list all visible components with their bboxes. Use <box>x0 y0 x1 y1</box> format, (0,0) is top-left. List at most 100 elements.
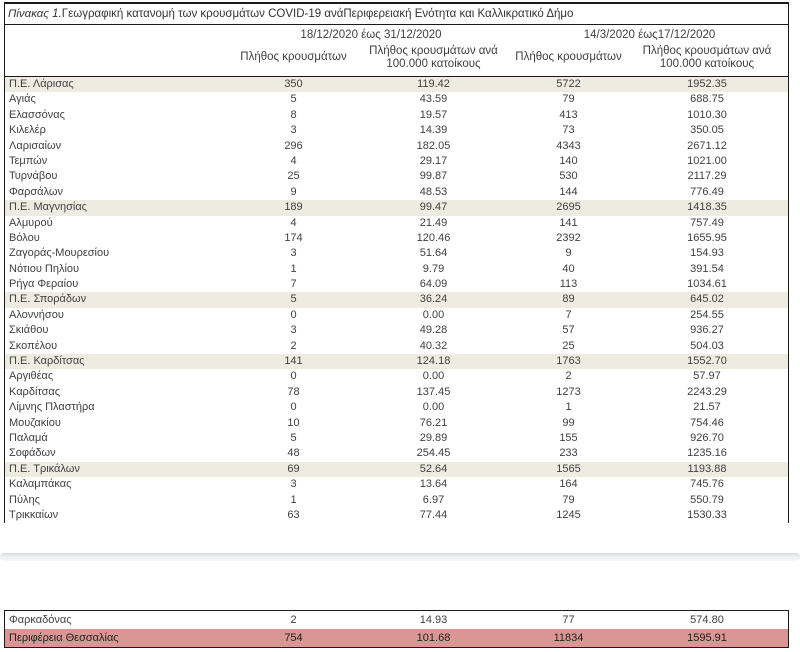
cases-period-2-cell: 530 <box>559 170 578 183</box>
per100k-period-1-cell: 182.05 <box>416 139 451 152</box>
area-name-cell: Σκοπέλου <box>9 339 58 352</box>
cases-period-2-cell: 89 <box>562 293 575 306</box>
cases-period-1-cell: 25 <box>287 170 300 183</box>
municipality-row: Φαρκαδόνας 2 14.93 77 574.80 <box>5 611 788 629</box>
municipality-row: Σκιάθου 3 49.28 57 936.27 <box>5 323 788 338</box>
cases-period-2-cell: 1245 <box>556 508 581 521</box>
cases-period-2-cell: 99 <box>562 416 575 429</box>
cases-period-1-cell: 10 <box>287 416 300 429</box>
cases-period-2-cell: 9 <box>565 247 572 260</box>
area-name-cell: Νότιου Πηλίου <box>9 262 80 275</box>
subcolumn-header-row: Πλήθος κρουσμάτων Πλήθος κρουσμάτων ανά … <box>5 41 788 77</box>
cases-period-2-cell: 1273 <box>556 385 581 398</box>
cases-period-1-cell: 78 <box>287 385 300 398</box>
cases-period-2-cell: 1763 <box>556 355 581 368</box>
cases-period-2-cell: 155 <box>559 431 578 444</box>
table-title-text: Γεωγραφική κατανομή των κρουσμάτων COVID… <box>61 8 574 20</box>
cases-period-1-cell: 0 <box>290 370 297 383</box>
per100k-period-1-cell: 0.00 <box>422 370 445 383</box>
per100k-period-2-cell: 926.70 <box>690 431 724 444</box>
municipality-row: Φαρσάλων 9 48.53 144 776.49 <box>5 185 788 200</box>
area-name-cell: Καρδίτσας <box>9 385 61 398</box>
period-header-spacer <box>5 29 231 41</box>
per100k-period-2-cell: 154.93 <box>690 247 724 260</box>
column-header-per100k-period-1: Πλήθος κρουσμάτων ανά 100.000 κατοίκους <box>369 44 498 71</box>
per100k-period-1-cell: 19.57 <box>419 108 448 121</box>
cases-period-1-cell: 296 <box>284 139 303 152</box>
cases-period-1-cell: 48 <box>287 447 300 460</box>
per100k-period-2-cell: 391.54 <box>690 262 724 275</box>
area-name-cell: Αγιάς <box>9 93 36 106</box>
per100k-period-2-cell: 1010.30 <box>687 108 727 121</box>
per100k-period-1-cell: 14.93 <box>419 614 448 626</box>
per100k-period-1-cell: 6.97 <box>422 493 445 506</box>
municipality-row: Τυρνάβου 25 99.87 530 2117.29 <box>5 169 788 184</box>
municipality-row: Λίμνης Πλαστήρα 0 0.00 1 21.57 <box>5 400 788 415</box>
cases-period-1-cell: 69 <box>287 462 300 475</box>
cases-period-2-cell: 1565 <box>556 462 581 475</box>
municipality-row: Τρικκαίων 63 77.44 1245 1530.33 <box>5 508 788 523</box>
table-title: Πίνακας 1.Γεωγραφική κατανομή των κρουσμ… <box>5 4 788 25</box>
per100k-period-2-cell: 1530.33 <box>687 508 727 521</box>
cases-period-2-cell: 413 <box>559 108 578 121</box>
area-name-cell: Αργιθέας <box>9 370 54 383</box>
area-name-cell: Πύλης <box>9 493 40 506</box>
per100k-period-2-cell: 757.49 <box>690 216 724 229</box>
column-header-cases-period-1: Πλήθος κρουσμάτων <box>240 51 347 64</box>
cases-period-2-cell: 144 <box>559 185 578 198</box>
cases-period-2-cell: 25 <box>562 339 575 352</box>
cases-period-1-cell: 3 <box>290 324 297 337</box>
per100k-period-2-cell: 1595.91 <box>687 632 727 644</box>
municipality-row: Καρδίτσας 78 137.45 1273 2243.29 <box>5 385 788 400</box>
area-name-cell: Λαρισαίων <box>9 139 62 152</box>
per100k-period-2-cell: 1418.35 <box>687 201 727 214</box>
cases-period-2-cell: 141 <box>559 216 578 229</box>
area-name-cell: Κιλελέρ <box>9 124 46 137</box>
area-name-cell: Φαρσάλων <box>9 185 63 198</box>
area-name-cell: Μουζακίου <box>9 416 61 429</box>
per100k-period-2-cell: 645.02 <box>690 293 724 306</box>
municipality-row: Σοφάδων 48 254.45 233 1235.16 <box>5 446 788 461</box>
per100k-period-2-cell: 2117.29 <box>687 170 727 183</box>
per100k-period-1-cell: 13.64 <box>419 478 448 491</box>
cases-period-2-cell: 233 <box>559 447 578 460</box>
cases-period-2-cell: 4343 <box>556 139 581 152</box>
area-name-cell: Ζαγοράς-Μουρεσίου <box>9 247 110 260</box>
municipality-row: Ελασσόνας 8 19.57 413 1010.30 <box>5 108 788 123</box>
area-name-cell: Παλαμά <box>9 431 48 444</box>
municipality-row: Αγιάς 5 43.59 79 688.75 <box>5 92 788 107</box>
area-name-cell: Ρήγα Φεραίου <box>9 278 79 291</box>
cases-period-1-cell: 5 <box>290 431 297 444</box>
per100k-period-1-cell: 77.44 <box>419 508 448 521</box>
area-name-cell: Π.Ε. Μαγνησίας <box>9 201 87 214</box>
cases-period-2-cell: 11834 <box>553 632 584 644</box>
cases-period-2-cell: 73 <box>562 124 575 137</box>
cases-period-2-cell: 2 <box>565 370 572 383</box>
cases-period-1-cell: 1 <box>290 262 297 275</box>
column-header-period-1: 18/12/2020 έως 31/12/2020 <box>300 29 442 41</box>
cases-period-2-cell: 79 <box>562 493 575 506</box>
area-name-cell: Αλοννήσου <box>9 308 64 321</box>
per100k-period-2-cell: 550.79 <box>690 493 724 506</box>
covid-distribution-table-continued: Φαρκαδόνας 2 14.93 77 574.80 Περιφέρεια Θεσσα… <box>4 610 789 648</box>
municipality-row: Σκοπέλου 2 40.32 25 504.03 <box>5 339 788 354</box>
cases-period-1-cell: 189 <box>284 201 303 214</box>
municipality-row: Βόλου 174 120.46 2392 1655.95 <box>5 231 788 246</box>
cases-period-2-cell: 2695 <box>556 201 581 214</box>
cases-period-2-cell: 57 <box>562 324 575 337</box>
per100k-period-2-cell: 936.27 <box>690 324 724 337</box>
per100k-period-1-cell: 119.42 <box>417 78 450 90</box>
per100k-period-1-cell: 64.09 <box>419 278 448 291</box>
municipality-row: Μουζακίου 10 76.21 99 754.46 <box>5 416 788 431</box>
covid-distribution-table: Πίνακας 1.Γεωγραφική κατανομή των κρουσμ… <box>4 2 789 524</box>
per100k-period-2-cell: 57.97 <box>693 370 721 383</box>
cases-period-2-cell: 79 <box>562 93 575 106</box>
cases-period-1-cell: 141 <box>284 355 303 368</box>
municipality-row: Αλοννήσου 0 0.00 7 254.55 <box>5 308 788 323</box>
per100k-period-2-cell: 1021.00 <box>687 154 727 167</box>
per100k-period-2-cell: 504.03 <box>690 339 724 352</box>
page-separator <box>0 553 800 561</box>
area-name-cell: Περιφέρεια Θεσσαλίας <box>9 632 119 644</box>
region-total-row: Περιφέρεια Θεσσαλίας 754 101.68 11834 1595.9… <box>5 629 788 647</box>
per100k-period-1-cell: 40.32 <box>419 339 448 352</box>
